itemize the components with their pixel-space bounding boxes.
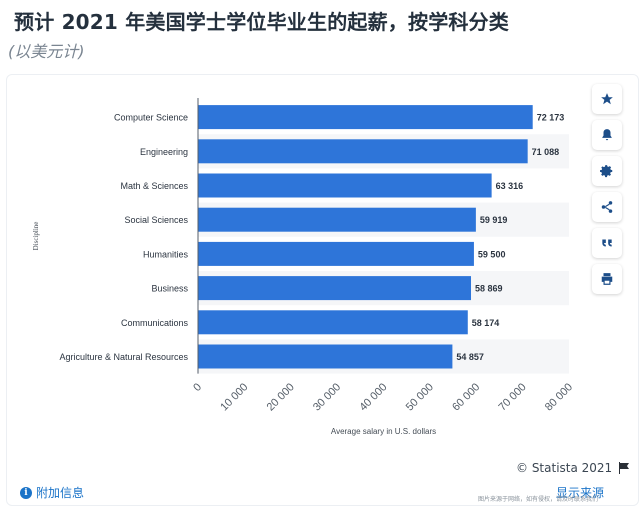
print-icon: [601, 273, 613, 285]
bar: [198, 105, 533, 130]
x-tick-label: 80 000: [543, 381, 575, 413]
bar: [198, 207, 476, 232]
x-tick-label: 40 000: [357, 381, 389, 413]
gear-icon: [600, 165, 613, 178]
quote-icon: [602, 239, 612, 247]
category-label: Math & Sciences: [120, 181, 188, 191]
value-label: 71 088: [532, 147, 560, 157]
bell-icon: [602, 129, 612, 141]
cite-button[interactable]: [592, 228, 622, 258]
flag-icon[interactable]: [618, 462, 630, 474]
watermark: 图片来源于网络，如有侵权，请及时联系我们: [478, 496, 599, 503]
x-tick-label: 10 000: [218, 381, 250, 413]
star-icon: [601, 93, 613, 105]
value-label: 58 174: [472, 318, 500, 328]
value-label: 59 919: [480, 215, 508, 225]
bar: [198, 344, 453, 369]
value-label: 59 500: [478, 249, 506, 259]
value-label: 58 869: [475, 284, 503, 294]
extra-info-label: 附加信息: [36, 486, 85, 500]
show-source-link[interactable]: 显示来源: [556, 486, 605, 500]
value-label: 72 173: [537, 113, 565, 123]
x-tick-label: 30 000: [311, 381, 343, 413]
share-button[interactable]: [592, 192, 622, 222]
bar: [198, 173, 492, 198]
value-label: 54 857: [456, 352, 484, 362]
y-axis-title: Discipline: [32, 222, 40, 251]
x-axis-title: Average salary in U.S. dollars: [331, 427, 436, 436]
extra-info-link[interactable]: i 附加信息: [20, 484, 84, 501]
x-tick-label: 50 000: [404, 381, 436, 413]
page-subtitle: (以美元计): [8, 42, 85, 61]
copyright-text: © Statista 2021: [516, 461, 613, 475]
category-label: Humanities: [143, 249, 189, 259]
chart-toolbar: [592, 84, 624, 300]
category-label: Social Sciences: [124, 215, 188, 225]
x-tick-label: 20 000: [265, 381, 297, 413]
category-label: Computer Science: [114, 113, 188, 123]
category-label: Engineering: [140, 147, 188, 157]
value-label: 63 316: [496, 181, 524, 191]
x-tick-label: 60 000: [450, 381, 482, 413]
category-label: Communications: [121, 318, 189, 328]
page-title: 预计 2021 年美国学士学位毕业生的起薪，按学科分类: [14, 10, 509, 34]
share-icon: [601, 201, 613, 213]
notification-button[interactable]: [592, 120, 622, 150]
category-label: Agriculture & Natural Resources: [59, 352, 188, 362]
x-tick-label: 70 000: [496, 381, 528, 413]
bar: [198, 276, 472, 301]
bar: [198, 310, 468, 335]
favorite-button[interactable]: [592, 84, 622, 114]
bar: [198, 139, 528, 164]
x-tick-label: 0: [191, 381, 204, 394]
info-icon: i: [20, 486, 32, 499]
copyright: © Statista 2021: [516, 461, 630, 475]
bar: [198, 241, 474, 266]
category-label: Business: [151, 284, 188, 294]
print-button[interactable]: [592, 264, 622, 294]
settings-button[interactable]: [592, 156, 622, 186]
